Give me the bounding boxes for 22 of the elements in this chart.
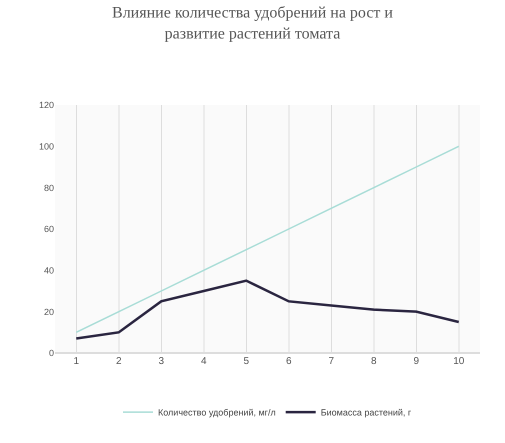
x-tick-label: 4 [200, 356, 207, 367]
line-series [75, 279, 460, 340]
y-tick-label: 20 [44, 306, 54, 317]
x-tick-label: 10 [453, 356, 465, 367]
y-tick-label: 100 [38, 141, 54, 152]
y-tick-label: 0 [48, 348, 54, 358]
chart-title: Влияние количества удобрений на рост и развитие растений томата [112, 4, 394, 43]
y-tick-label: 120 [38, 100, 54, 110]
x-tick-label: 8 [370, 356, 377, 367]
y-tick-label: 60 [44, 224, 54, 234]
x-tick-label: 9 [413, 356, 420, 367]
legend-label: Количество удобрений, мг/л [158, 408, 276, 418]
legend-label: Биомасса растений, г [320, 408, 412, 418]
x-tick-label: 7 [328, 356, 334, 367]
x-tick-label: 3 [158, 356, 164, 367]
x-tick-label: 1 [73, 356, 80, 367]
x-tick-label: 2 [116, 356, 122, 367]
x-tick-label: 6 [286, 356, 292, 367]
line-series [76, 146, 460, 334]
x-tick-label: 5 [243, 356, 250, 367]
y-tick-label: 80 [44, 182, 54, 193]
y-tick-label: 40 [44, 265, 54, 276]
